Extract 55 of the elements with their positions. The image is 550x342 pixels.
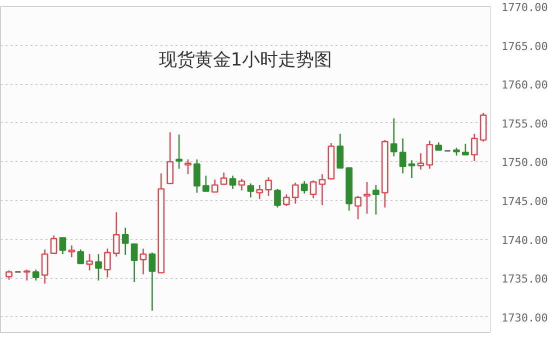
candlestick bbox=[184, 158, 192, 175]
candlestick bbox=[462, 143, 469, 156]
candlestick bbox=[265, 176, 272, 197]
candlestick bbox=[336, 133, 344, 169]
y-tick-label: 1730.00 bbox=[502, 311, 548, 324]
candlestick bbox=[6, 270, 12, 280]
y-tick-label: 1740.00 bbox=[502, 234, 548, 247]
y-tick-label: 1770.00 bbox=[502, 1, 548, 14]
candlestick bbox=[148, 252, 156, 312]
candlestick bbox=[292, 182, 299, 204]
candlestick bbox=[122, 227, 129, 256]
y-tick-label: 1765.00 bbox=[502, 40, 548, 53]
candlestick bbox=[372, 184, 380, 216]
candlestick bbox=[310, 180, 317, 199]
candlestick bbox=[426, 140, 434, 170]
candlestick bbox=[50, 234, 58, 254]
candlestick bbox=[256, 184, 264, 200]
candlestick bbox=[211, 178, 218, 193]
candlestick bbox=[23, 268, 30, 282]
candlestick bbox=[408, 160, 416, 179]
candlestick bbox=[300, 180, 308, 194]
candlestick bbox=[238, 178, 246, 192]
candlestick bbox=[86, 253, 93, 272]
candlestick bbox=[274, 188, 281, 208]
candlestick bbox=[130, 243, 138, 283]
candlestick bbox=[229, 175, 236, 190]
candlestick bbox=[104, 248, 111, 278]
y-tick-label: 1745.00 bbox=[502, 195, 548, 208]
text: 现货黄金1小时走势图 bbox=[158, 50, 332, 70]
candlestick bbox=[41, 248, 48, 284]
y-tick-label: 1735.00 bbox=[502, 272, 548, 286]
candlestick bbox=[32, 268, 40, 282]
candlestick bbox=[112, 212, 120, 258]
candlestick bbox=[470, 133, 478, 162]
candlestick bbox=[318, 174, 326, 206]
y-tick-label: 1750.00 bbox=[502, 156, 548, 170]
candlestick bbox=[354, 195, 362, 220]
candlestick bbox=[399, 138, 406, 174]
candlestick bbox=[364, 181, 370, 214]
candlestick bbox=[68, 244, 76, 258]
candlestick bbox=[194, 158, 200, 194]
candlestick bbox=[77, 248, 84, 264]
candlestick bbox=[59, 237, 66, 255]
y-tick-label: 1755.00 bbox=[502, 117, 548, 130]
candlestick bbox=[95, 253, 102, 282]
candlestick bbox=[140, 248, 147, 275]
candlestick bbox=[220, 172, 228, 185]
y-tick-label: 1760.00 bbox=[502, 78, 548, 92]
candlestick bbox=[176, 134, 182, 170]
candlestick bbox=[390, 118, 398, 157]
candlestick bbox=[417, 152, 424, 170]
candlestick bbox=[283, 194, 290, 207]
candlestick bbox=[166, 132, 174, 184]
candlestick bbox=[202, 175, 210, 192]
candlestick bbox=[247, 182, 254, 198]
